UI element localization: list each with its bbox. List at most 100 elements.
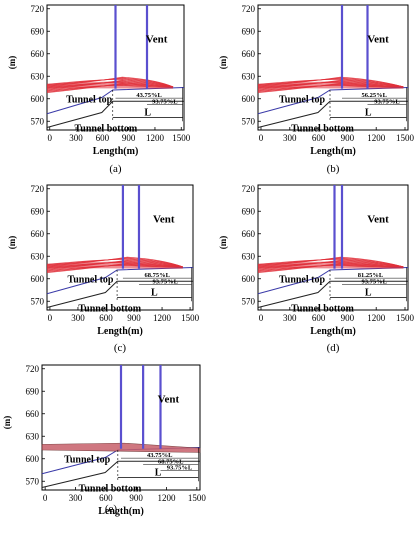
panel-caption: (e) — [105, 503, 118, 515]
x-tick-label: 0 — [48, 313, 53, 323]
plot-frame — [257, 4, 409, 131]
y-tick-label: 720 — [242, 4, 256, 14]
y-tick-label: 570 — [31, 296, 45, 306]
tunnel-top-label: Tunnel top — [279, 275, 325, 286]
x-tick-label: 300 — [69, 133, 83, 143]
y-tick-label: 600 — [31, 94, 45, 104]
y-tick-label: 570 — [31, 116, 45, 126]
vent-label: Vent — [158, 394, 180, 406]
y-tick-label: 690 — [242, 206, 256, 216]
x-tick-label: 1500 — [396, 133, 415, 143]
tunnel-bottom-label: Tunnel bottom — [291, 304, 354, 315]
x-tick-label: 900 — [122, 133, 136, 143]
smoke-contour — [46, 78, 174, 88]
vent-label: Vent — [153, 214, 175, 226]
y-tick-label: 660 — [26, 409, 40, 419]
x-tick-label: 0 — [47, 133, 52, 143]
x-tick-label: 300 — [71, 313, 85, 323]
x-tick-label: 300 — [69, 493, 83, 503]
panel-caption: (b) — [327, 163, 340, 175]
y-tick-label: 720 — [31, 184, 45, 194]
x-tick-label: 600 — [312, 133, 326, 143]
y-tick-label: 600 — [31, 274, 45, 284]
x-tick-label: 900 — [341, 133, 355, 143]
x-tick-label: 1500 — [188, 493, 207, 503]
y-tick-label: 600 — [242, 94, 256, 104]
smoke-contour — [257, 259, 404, 268]
tunnel-bottom-label: Tunnel bottom — [78, 304, 141, 315]
smoke-contour — [46, 258, 183, 268]
x-tick-label: 600 — [96, 133, 110, 143]
y-tick-label: 630 — [31, 251, 45, 261]
tunnel-bottom-line — [46, 100, 184, 128]
y-tick-label: 720 — [26, 364, 40, 374]
panel-caption: (d) — [327, 342, 340, 354]
length-label: L — [365, 288, 372, 299]
y-axis-label: (m) — [2, 416, 12, 430]
percent-label: 93.75%L — [374, 98, 400, 105]
tunnel-top-line — [257, 87, 409, 115]
percent-label: 68.75%L — [158, 458, 184, 465]
vent-label: Vent — [367, 214, 389, 226]
y-axis-label: (m) — [7, 56, 17, 70]
y-axis-label: (m) — [218, 236, 228, 250]
smoke-contour — [46, 79, 174, 88]
percent-label: 56.25%L — [362, 92, 388, 99]
y-tick-label: 570 — [242, 116, 256, 126]
y-tick-label: 570 — [26, 476, 40, 486]
x-axis-label: Length(m) — [93, 146, 139, 157]
y-tick-label: 630 — [242, 251, 256, 261]
length-label: L — [144, 108, 151, 119]
y-tick-label: 690 — [31, 206, 45, 216]
percent-label: 93.75%L — [152, 98, 178, 105]
tunnel-top-label: Tunnel top — [64, 455, 110, 466]
percent-label: 81.25%L — [358, 272, 384, 279]
tunnel-bottom-label: Tunnel bottom — [79, 484, 142, 495]
tunnel-bottom-line — [257, 280, 408, 308]
length-label: L — [155, 468, 162, 479]
x-tick-label: 1200 — [153, 313, 172, 323]
y-tick-label: 660 — [31, 49, 45, 59]
x-tick-label: 900 — [127, 313, 141, 323]
tunnel-bottom-line — [41, 460, 200, 488]
tunnel-top-label: Tunnel top — [279, 95, 325, 106]
plot-frame — [46, 184, 194, 311]
y-tick-label: 630 — [31, 71, 45, 81]
y-tick-label: 600 — [242, 274, 256, 284]
y-tick-label: 600 — [26, 454, 40, 464]
y-tick-label: 720 — [31, 4, 45, 14]
x-tick-label: 0 — [43, 493, 48, 503]
tunnel-top-label: Tunnel top — [66, 95, 112, 106]
smoke-layer — [258, 261, 404, 269]
x-tick-label: 300 — [283, 133, 297, 143]
y-axis-label: (m) — [218, 56, 228, 70]
tunnel-top-line — [46, 267, 194, 295]
tunnel-bottom-label: Tunnel bottom — [291, 124, 354, 135]
x-tick-label: 1500 — [396, 313, 415, 323]
vent-label: Vent — [146, 34, 168, 46]
tunnel-bottom-label: Tunnel bottom — [75, 124, 138, 135]
percent-label: 93.75%L — [362, 278, 388, 285]
x-axis-label: Length(m) — [98, 506, 144, 517]
x-tick-label: 1200 — [146, 133, 165, 143]
x-tick-label: 1200 — [158, 493, 177, 503]
x-tick-label: 1500 — [181, 313, 200, 323]
y-tick-label: 660 — [242, 229, 256, 239]
y-tick-label: 690 — [242, 26, 256, 36]
y-tick-label: 720 — [242, 184, 256, 194]
smoke-contour — [46, 259, 183, 268]
y-tick-label: 630 — [26, 431, 40, 441]
panel-caption: (a) — [109, 163, 122, 175]
x-tick-label: 0 — [259, 133, 264, 143]
percent-label: 43.75%L — [147, 452, 173, 459]
x-tick-label: 0 — [259, 313, 264, 323]
x-tick-label: 1200 — [367, 133, 386, 143]
x-tick-label: 300 — [283, 313, 297, 323]
x-tick-label: 1200 — [367, 313, 386, 323]
x-tick-label: 600 — [312, 313, 326, 323]
